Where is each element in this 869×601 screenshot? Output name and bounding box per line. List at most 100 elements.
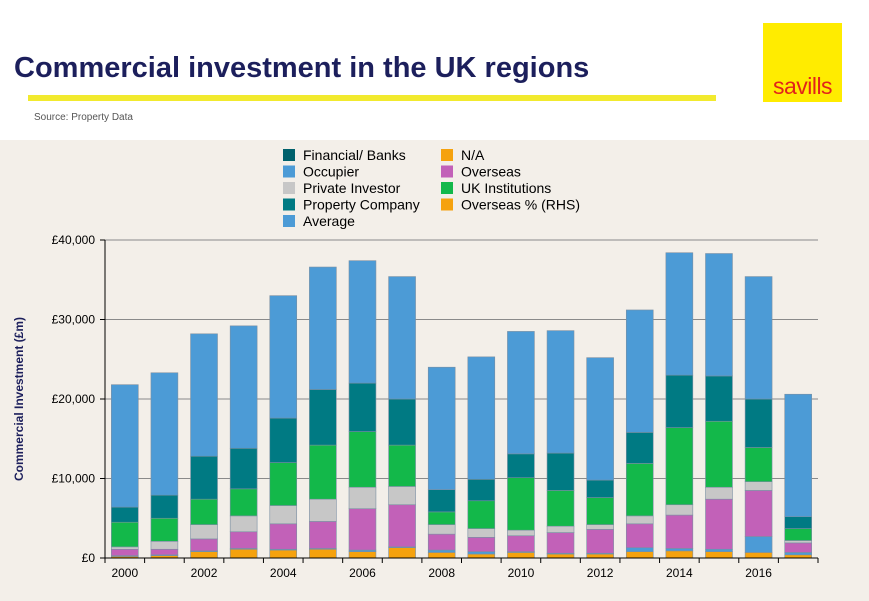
bar-segment <box>229 548 258 559</box>
bar-segment <box>507 331 535 455</box>
savills-logo: savills <box>763 23 842 102</box>
bar-segment <box>586 479 614 498</box>
bar-segment <box>784 516 812 529</box>
bar-segment <box>665 504 694 516</box>
bar-segment <box>229 515 258 533</box>
x-tick-label: 2004 <box>270 566 297 580</box>
y-tick-label: £20,000 <box>52 392 96 406</box>
bar-segment <box>427 366 456 490</box>
bar-segment <box>625 551 654 559</box>
bar-segment <box>190 333 218 457</box>
legend-swatch <box>283 198 295 211</box>
page-title: Commercial investment in the UK regions <box>14 52 590 84</box>
source-note: Source: Property Data <box>34 112 133 123</box>
bar-segment <box>309 266 337 390</box>
bar-segment <box>625 309 654 433</box>
legend-label: Financial/ Banks <box>303 147 406 163</box>
bar-segment <box>388 504 416 548</box>
bar-segment <box>388 398 416 446</box>
legend-swatch <box>441 149 453 161</box>
bar-segment <box>111 384 139 508</box>
bar-segment <box>744 552 773 559</box>
bar-segment <box>705 548 733 552</box>
legend-swatch <box>441 182 453 194</box>
logo-text: savills <box>772 73 833 99</box>
bar-segment <box>427 489 456 513</box>
bar-segment <box>665 514 694 549</box>
bar-segment <box>348 508 377 551</box>
x-tick-label: 2014 <box>666 566 693 580</box>
bar-segment <box>309 521 337 549</box>
bar-segment <box>784 393 812 517</box>
header: Commercial investment in the UK regions … <box>0 0 869 140</box>
bar-segment <box>150 541 179 550</box>
y-tick-label: £30,000 <box>52 313 96 327</box>
bar-segment <box>625 515 654 525</box>
bar-segment <box>427 552 456 559</box>
bar-segment <box>150 494 179 519</box>
legend-label: Property Company <box>303 197 420 213</box>
bar-segment <box>150 372 179 496</box>
bar-segment <box>625 523 654 548</box>
bar-segment <box>467 537 496 552</box>
bar-segment <box>467 356 496 480</box>
legend-swatch <box>441 165 453 178</box>
bar-segment <box>190 551 218 559</box>
bar-segment <box>427 533 456 551</box>
bar-segment <box>705 420 733 488</box>
bar-segment <box>705 486 733 500</box>
bar-segment <box>507 477 535 531</box>
bar-segment <box>507 453 535 479</box>
legend-swatch <box>283 182 295 194</box>
bar-segment <box>111 521 139 548</box>
bar-segment <box>784 540 812 544</box>
x-tick-label: 2016 <box>745 566 772 580</box>
legend-label: Occupier <box>303 164 359 180</box>
bar-segment <box>546 525 575 533</box>
bar-segment <box>784 552 812 556</box>
bar-segment <box>388 486 416 506</box>
bar-segment <box>665 252 694 376</box>
bar-segment <box>190 538 218 552</box>
bar-segment <box>586 357 614 481</box>
legend-swatch <box>283 215 295 227</box>
bar-segment <box>269 295 298 419</box>
x-tick-label: 2012 <box>587 566 614 580</box>
stacked-bar-chart: £0 £10,000 £20,000 £30,000 £40,000 Commercial… <box>12 147 819 580</box>
bar-segment <box>269 417 298 463</box>
bar-segment <box>586 553 614 559</box>
bar-segment <box>586 497 614 525</box>
bar-segment <box>744 398 773 448</box>
bar-segment <box>309 389 337 446</box>
bar-segment <box>705 253 733 377</box>
bar-segment <box>784 542 812 553</box>
bar-segment <box>388 547 416 559</box>
x-tick-label: 2000 <box>111 566 138 580</box>
bar-segment <box>348 382 377 432</box>
bar-segment <box>744 490 773 537</box>
bar-segment <box>625 463 654 517</box>
title-underline <box>28 95 716 101</box>
x-tick-label: 2008 <box>428 566 455 580</box>
bar-segment <box>309 444 337 500</box>
y-tick-label: £10,000 <box>52 472 96 486</box>
legend-label: N/A <box>461 147 485 163</box>
legend-label: Overseas <box>461 164 521 180</box>
bar-segment <box>111 548 139 556</box>
bar-segment <box>309 498 337 522</box>
y-tick-label: £40,000 <box>52 233 96 247</box>
legend-label: Overseas % (RHS) <box>461 197 580 213</box>
bar-segment <box>546 553 575 559</box>
bar-segment <box>348 260 377 384</box>
x-tick-label: 2010 <box>508 566 535 580</box>
bar-segment <box>784 528 812 541</box>
bar-segment <box>546 452 575 491</box>
bar-segment <box>665 374 694 428</box>
bar-segment <box>507 552 535 559</box>
bar-segment <box>705 375 733 422</box>
bar-segment <box>269 505 298 525</box>
bar-segment <box>229 488 258 517</box>
legend-swatch <box>441 198 453 211</box>
bar-segment <box>546 490 575 527</box>
bar-segment <box>150 548 179 556</box>
